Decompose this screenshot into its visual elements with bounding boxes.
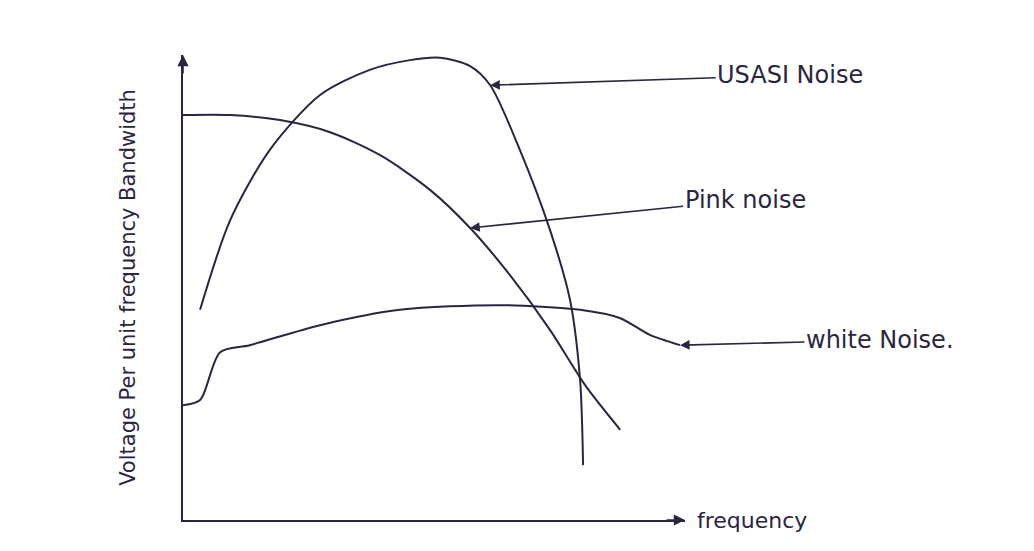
svg-text:frequency: frequency bbox=[697, 508, 807, 533]
svg-text:Voltage Per unit frequency Ban: Voltage Per unit frequency Bandwidth bbox=[116, 89, 140, 486]
svg-text:Pink noise: Pink noise bbox=[685, 186, 806, 214]
svg-text:white Noise.: white Noise. bbox=[806, 326, 954, 354]
svg-text:USASI Noise: USASI Noise bbox=[717, 61, 863, 89]
